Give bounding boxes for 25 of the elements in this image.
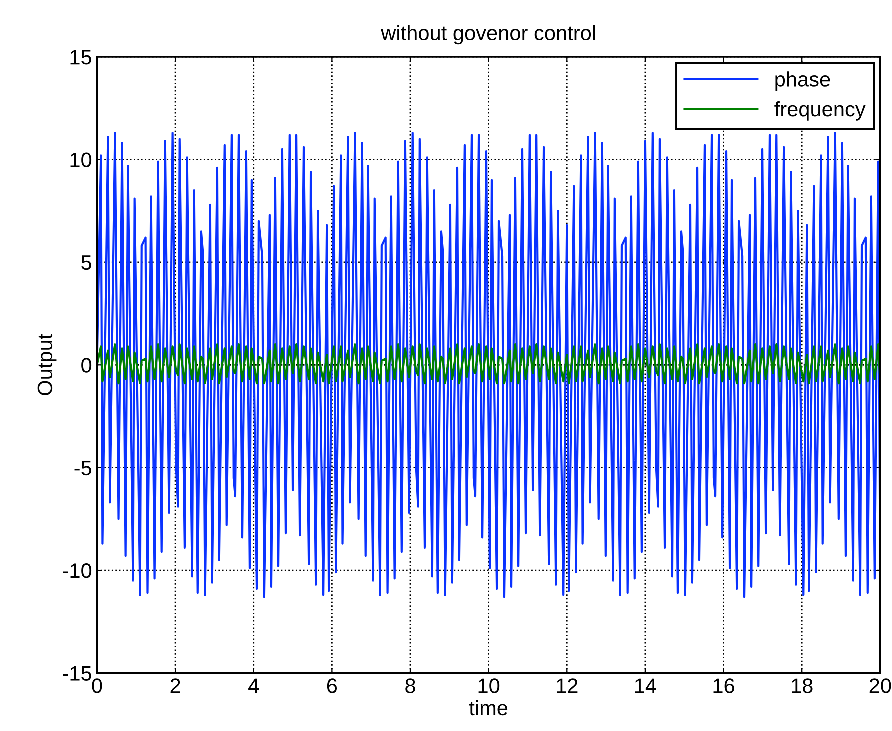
x-tick-label: 12 [557, 678, 578, 694]
legend-label: frequency [774, 101, 866, 121]
x-tick-label: 10 [478, 678, 500, 694]
y-tick-label: 5 [82, 256, 92, 270]
y-tick-label: 0 [82, 358, 92, 373]
x-tick-label: 18 [792, 678, 813, 694]
x-axis-title: time [469, 700, 508, 716]
x-tick-label: 8 [406, 678, 416, 694]
y-tick-label: -10 [63, 564, 92, 578]
line-series [97, 132, 880, 598]
y-tick-label: 15 [70, 50, 92, 65]
y-axis-title: Output [38, 334, 57, 396]
y-tick-label: -5 [74, 461, 92, 476]
y-tick-label: -15 [63, 666, 92, 682]
x-tick-label: 6 [327, 678, 338, 694]
legend-label: phase [776, 72, 830, 92]
x-tick-label: 0 [92, 678, 102, 694]
y-tick-label: 10 [70, 152, 92, 168]
x-tick-label: 20 [870, 678, 892, 694]
x-tick-label: 16 [714, 678, 734, 694]
chart-title: without govenor control [381, 25, 596, 45]
x-tick-label: 2 [170, 678, 180, 694]
x-tick-label: 14 [635, 678, 656, 694]
line-series [97, 344, 880, 385]
x-tick-label: 4 [248, 678, 260, 694]
